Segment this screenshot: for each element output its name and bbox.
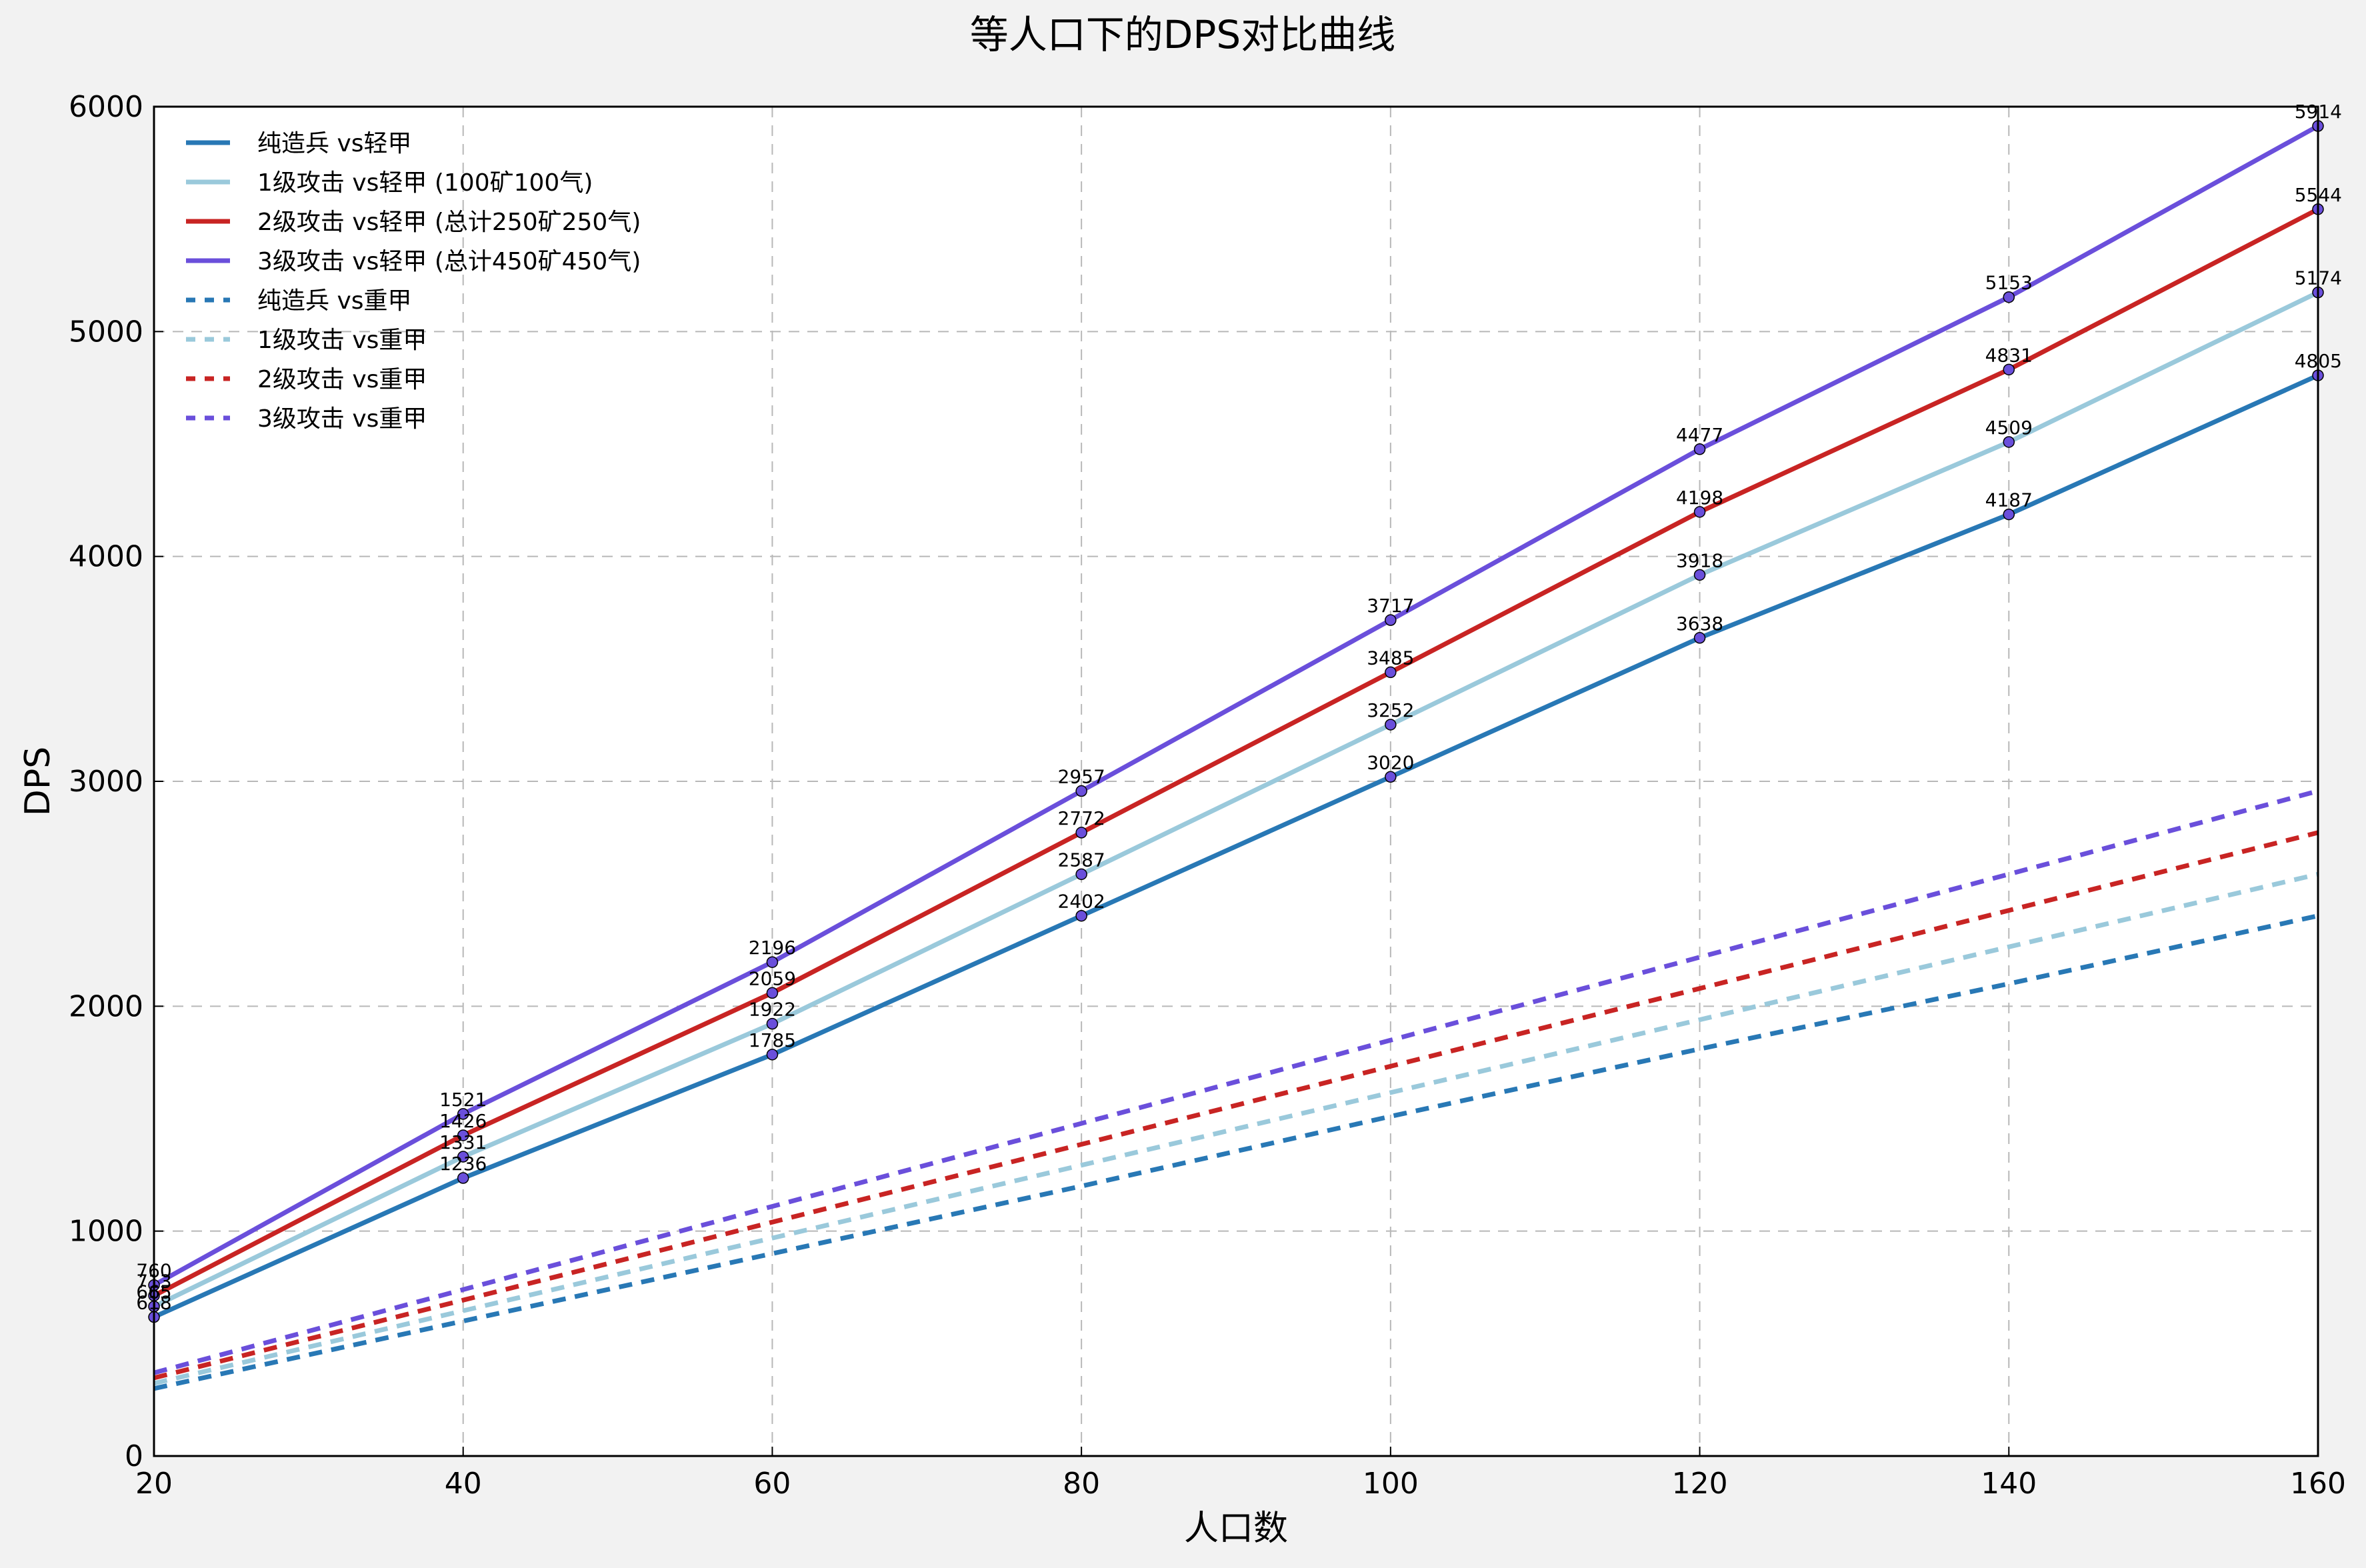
- legend-label: 2级攻击 vs轻甲 (总计250矿250气): [257, 209, 641, 236]
- x-axis-ticks: 20 40 60 80 100 120 140 160: [135, 1447, 2346, 1501]
- data-point-marker: [1693, 632, 1706, 644]
- data-point-marker: [1693, 443, 1706, 455]
- data-point-label: 2402: [1058, 891, 1105, 913]
- data-point-marker: [1075, 785, 1087, 797]
- data-point-label: 1331: [439, 1131, 487, 1153]
- series-line-6: [153, 871, 2319, 1386]
- chart-title: 等人口下的DPS对比曲线: [970, 12, 1395, 57]
- data-point-label: 5153: [1985, 272, 2033, 294]
- data-point-label: 4509: [1985, 417, 2033, 439]
- data-point-marker: [1075, 909, 1087, 922]
- y-tick-label: 2000: [69, 989, 143, 1023]
- data-point-label: 2196: [749, 937, 796, 959]
- x-tick-label: 140: [1981, 1467, 2037, 1501]
- series-line-2: [153, 290, 2319, 1309]
- x-tick-label: 20: [135, 1467, 173, 1501]
- data-point-label: 1236: [439, 1153, 487, 1175]
- data-point-label: 4187: [1985, 489, 2033, 511]
- y-tick-label: 6000: [69, 90, 143, 124]
- y-axis-ticks: 0 1000 2000 3000 4000 5000 6000: [69, 90, 163, 1473]
- data-point-label: 2957: [1058, 766, 1105, 788]
- x-tick-label: 160: [2290, 1467, 2346, 1501]
- x-tick-label: 80: [1063, 1467, 1100, 1501]
- data-point-marker: [1385, 666, 1397, 679]
- x-tick-label: 100: [1363, 1467, 1419, 1501]
- data-point-marker: [1385, 719, 1397, 731]
- data-point-marker: [1075, 868, 1087, 881]
- y-axis-title: DPS: [18, 747, 58, 816]
- x-tick-label: 60: [753, 1467, 791, 1501]
- legend-label: 纯造兵 vs重甲: [257, 287, 412, 315]
- legend-label: 1级攻击 vs重甲: [257, 327, 427, 354]
- series-line-7: [153, 830, 2319, 1381]
- data-point-marker: [2003, 291, 2015, 303]
- data-point-label: 3717: [1367, 595, 1414, 617]
- data-point-label: 4477: [1676, 424, 1723, 446]
- data-point-marker: [2003, 436, 2015, 448]
- series-line-4: [153, 123, 2319, 1287]
- data-point-marker: [1385, 614, 1397, 626]
- data-point-label: 3020: [1367, 751, 1414, 773]
- series-line-8: [153, 789, 2319, 1375]
- data-point-label: 3252: [1367, 699, 1414, 721]
- data-point-marker: [457, 1129, 469, 1141]
- data-point-label: 2059: [749, 967, 796, 989]
- data-point-label: 4198: [1676, 487, 1723, 509]
- x-axis-title: 人口数: [1184, 1509, 1288, 1549]
- data-point-marker: [1693, 506, 1706, 518]
- data-point-marker: [766, 1017, 779, 1030]
- data-point-label: 3918: [1676, 549, 1723, 571]
- data-point-marker: [1385, 771, 1397, 783]
- data-point-marker: [766, 956, 779, 968]
- data-point-marker: [457, 1108, 469, 1120]
- series-line-1: [153, 373, 2319, 1319]
- data-point-marker: [457, 1172, 469, 1184]
- series-line-5: [153, 913, 2319, 1391]
- data-point-label: 3485: [1367, 647, 1414, 669]
- data-point-marker: [2003, 508, 2015, 521]
- data-point-labels: 6181236178524023020363841874805665133119…: [136, 101, 2342, 1314]
- legend-label: 3级攻击 vs轻甲 (总计450矿450气): [257, 248, 641, 275]
- y-tick-label: 1000: [69, 1215, 143, 1249]
- data-point-label: 2587: [1058, 849, 1105, 871]
- legend-label: 2级攻击 vs重甲: [257, 366, 427, 393]
- y-tick-label: 5000: [69, 315, 143, 349]
- data-point-label: 1426: [439, 1110, 487, 1132]
- data-point-marker: [1075, 827, 1087, 839]
- data-point-label: 1922: [749, 999, 796, 1021]
- series-line-3: [153, 207, 2319, 1298]
- data-point-label: 3638: [1676, 613, 1723, 635]
- data-point-marker: [457, 1151, 469, 1163]
- x-tick-label: 120: [1672, 1467, 1728, 1501]
- data-point-label: 1785: [749, 1029, 796, 1051]
- y-tick-label: 4000: [69, 540, 143, 574]
- data-point-marker: [2003, 363, 2015, 376]
- grid-lines: [154, 107, 2318, 1456]
- data-point-label: 2772: [1058, 807, 1105, 829]
- y-tick-label: 0: [125, 1439, 143, 1473]
- data-point-label: 1521: [439, 1089, 487, 1111]
- legend-label: 纯造兵 vs轻甲: [257, 130, 412, 157]
- legend-label: 3级攻击 vs重甲: [257, 405, 427, 433]
- legend: 纯造兵 vs轻甲 1级攻击 vs轻甲 (100矿100气) 2级攻击 vs轻甲 (总…: [186, 130, 641, 433]
- data-point-marker: [766, 987, 779, 999]
- data-point-marker: [766, 1049, 779, 1061]
- data-point-marker: [1693, 569, 1706, 581]
- data-point-label: 4831: [1985, 344, 2033, 366]
- legend-label: 1级攻击 vs轻甲 (100矿100气): [257, 169, 593, 197]
- x-tick-label: 40: [445, 1467, 482, 1501]
- y-tick-label: 3000: [69, 765, 143, 799]
- data-point-markers: [148, 120, 2324, 1323]
- series-lines: [153, 123, 2319, 1391]
